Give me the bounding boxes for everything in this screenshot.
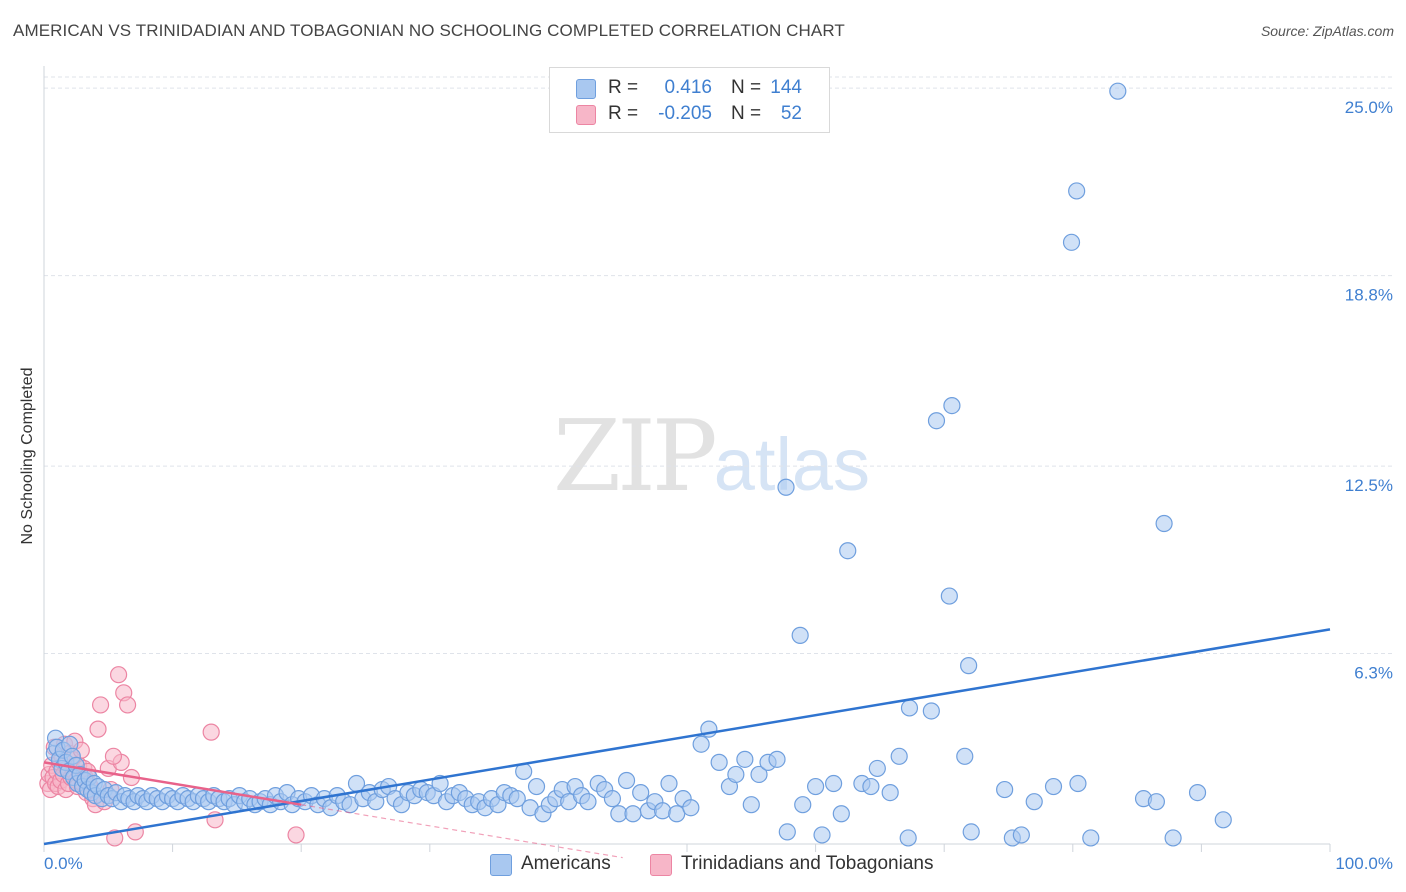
trinidadian-point — [118, 696, 137, 714]
trinidadians-trend-line — [43, 761, 302, 806]
trinidadian-point — [91, 696, 110, 714]
american-point — [1147, 793, 1165, 811]
american-point — [1062, 233, 1081, 251]
american-point — [1025, 793, 1043, 811]
trinidadian-point — [104, 747, 123, 765]
american-point — [1155, 514, 1173, 533]
trinidadians-trend-extension — [301, 804, 623, 859]
american-point — [653, 802, 672, 820]
trend-lines-layer — [43, 628, 1331, 859]
legend-n-value: 52 — [780, 103, 802, 124]
stats-legend: R = 0.416 N = 144 R = -0.205 N = 52 — [549, 67, 830, 133]
american-point — [868, 759, 886, 778]
axis-layer — [43, 66, 1331, 852]
american-point — [692, 735, 710, 753]
american-point — [660, 774, 678, 793]
american-point — [778, 823, 796, 841]
legend-swatch-americans — [490, 854, 512, 876]
trinidadian-point — [109, 666, 128, 684]
american-point — [1068, 182, 1086, 200]
american-point — [1188, 784, 1207, 802]
american-points-layer — [45, 82, 1232, 847]
american-point — [806, 777, 825, 796]
x-tick-label: 100.0% — [1335, 854, 1393, 873]
grid-layer — [44, 76, 1392, 655]
trinidadian-point — [202, 723, 220, 741]
american-point — [1109, 82, 1127, 100]
american-point — [839, 542, 857, 560]
american-point — [768, 750, 786, 768]
series-legend: Americans Trinidadians and Tobagonians — [0, 852, 1406, 878]
american-point — [527, 777, 546, 796]
trinidadian-point — [126, 823, 144, 841]
american-point — [899, 829, 917, 847]
american-point — [791, 626, 809, 644]
legend-r-value: -0.205 — [658, 103, 712, 124]
american-point — [632, 784, 650, 802]
americans-trend-line — [43, 628, 1331, 846]
american-point — [1214, 811, 1232, 829]
american-point — [579, 793, 597, 811]
american-point — [1012, 826, 1030, 844]
y-tick-label: 25.0% — [1345, 98, 1393, 117]
watermark: ZIPatlas — [553, 400, 870, 514]
american-point — [1164, 829, 1182, 847]
american-point — [710, 753, 728, 771]
american-point — [624, 805, 642, 823]
american-point — [742, 796, 760, 814]
source-label: Source: ZipAtlas.com — [1260, 23, 1394, 39]
american-point — [668, 805, 686, 823]
legend-r-label: R = — [608, 77, 639, 98]
chart-title: AMERICAN VS TRINIDADIAN AND TOBAGONIAN N… — [13, 21, 845, 40]
legend-row-trinidadians: R = -0.205 N = 52 — [550, 101, 829, 127]
american-point — [940, 587, 958, 605]
american-point — [617, 771, 636, 790]
legend-row-americans: R = 0.416 N = 144 — [550, 75, 829, 101]
american-point — [750, 765, 768, 784]
x-tick-label: 0.0% — [44, 854, 83, 873]
legend-swatch-trinidadians — [650, 854, 672, 876]
american-point — [1069, 774, 1087, 793]
american-point — [1082, 829, 1100, 847]
american-point — [508, 790, 526, 808]
american-point — [813, 826, 831, 844]
legend-r-value: 0.416 — [664, 77, 712, 98]
american-point — [832, 805, 850, 823]
american-point — [682, 799, 700, 817]
american-point — [943, 397, 961, 415]
legend-n-label: N = — [731, 103, 762, 124]
american-point — [727, 765, 745, 784]
american-point — [1044, 777, 1063, 796]
y-tick-label: 18.8% — [1345, 286, 1393, 305]
legend-r-label: R = — [608, 103, 639, 124]
trinidadian-point — [89, 720, 107, 738]
american-point — [603, 790, 622, 808]
y-tick-label: 12.5% — [1345, 476, 1393, 495]
american-point — [922, 702, 940, 720]
american-point — [794, 796, 812, 814]
trinidadian-point — [287, 826, 305, 844]
legend-label-trinidadians: Trinidadians and Tobagonians — [681, 853, 934, 874]
american-point — [777, 478, 795, 496]
american-point — [956, 747, 974, 765]
legend-n-label: N = — [731, 77, 762, 98]
legend-swatch-trinidadians — [576, 105, 596, 125]
watermark-zip: ZIP — [553, 400, 718, 514]
legend-swatch-americans — [576, 79, 596, 99]
tick-labels-layer: 6.3% 12.5% 18.8% 25.0% 0.0% 100.0% — [44, 98, 1393, 873]
american-point — [900, 699, 919, 717]
american-point — [927, 412, 946, 430]
american-point — [960, 657, 978, 675]
american-point — [996, 780, 1014, 799]
american-point — [962, 823, 980, 841]
american-point — [736, 750, 754, 768]
american-point — [881, 784, 899, 802]
y-tick-label: 6.3% — [1354, 664, 1393, 683]
american-point — [825, 774, 843, 793]
legend-n-value: 144 — [770, 77, 802, 98]
american-point — [862, 777, 880, 796]
legend-label-americans: Americans — [521, 853, 611, 874]
american-point — [890, 747, 908, 765]
